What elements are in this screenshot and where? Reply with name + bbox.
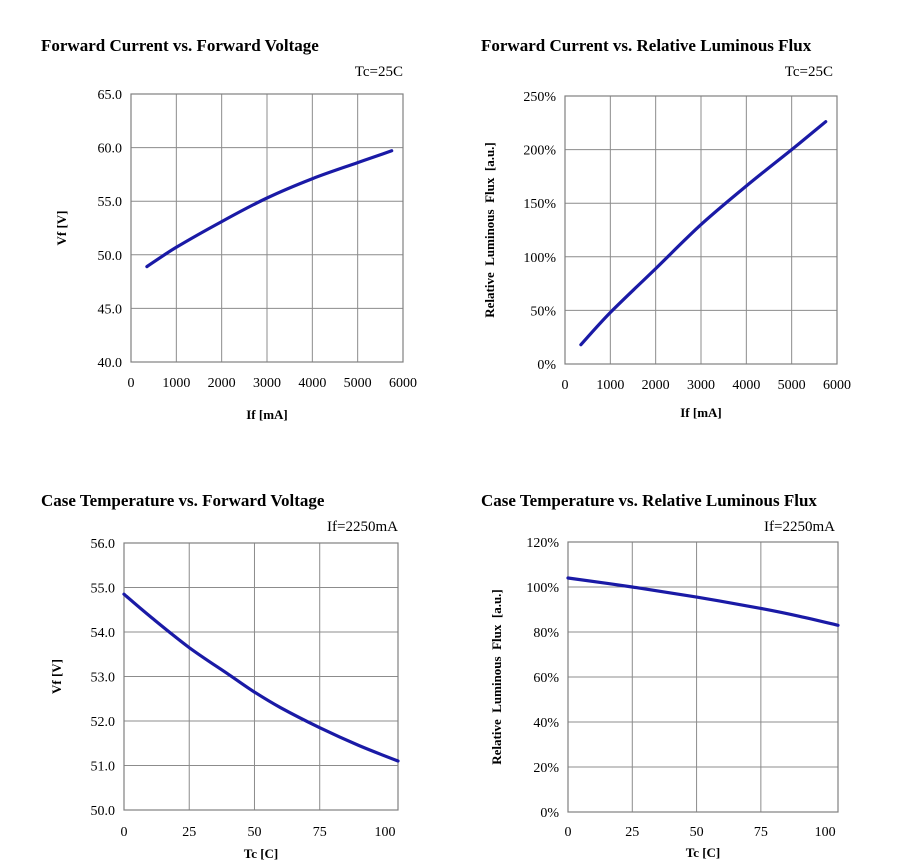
chart-flux-vs-tc: Case Temperature vs. Relative Luminous F…: [481, 491, 840, 860]
y-tick-label: 55.0: [91, 582, 116, 597]
chart-title: Forward Current vs. Forward Voltage: [41, 36, 319, 55]
y-tick-label: 0%: [537, 358, 556, 373]
x-tick-label: 0: [565, 825, 572, 840]
y-axis-label: Relative Luminous Flux [a.u.]: [482, 142, 497, 318]
y-tick-label: 60%: [533, 671, 559, 686]
x-tick-label: 5000: [778, 378, 806, 393]
x-tick-label: 4000: [732, 378, 760, 393]
x-tick-label: 0: [121, 825, 128, 840]
chart-title: Case Temperature vs. Relative Luminous F…: [481, 491, 817, 510]
chart-flux-vs-if: Forward Current vs. Relative Luminous Fl…: [481, 36, 851, 420]
y-axis-label: Vf [V]: [49, 659, 64, 694]
series-line: [566, 576, 840, 627]
test-condition: If=2250mA: [327, 519, 398, 535]
y-tick-label: 60.0: [98, 142, 123, 157]
test-condition: Tc=25C: [355, 64, 403, 80]
y-tick-label: 40%: [533, 716, 559, 731]
y-tick-label: 56.0: [91, 537, 116, 552]
test-condition: If=2250mA: [764, 519, 835, 535]
x-axis-label: If [mA]: [680, 405, 722, 420]
x-axis-label: Tc [C]: [244, 846, 279, 861]
plot-frame: [564, 95, 838, 365]
y-tick-label: 50.0: [91, 804, 116, 819]
x-tick-label: 2000: [642, 378, 670, 393]
y-tick-label: 65.0: [98, 88, 123, 103]
x-tick-label: 75: [313, 825, 327, 840]
y-tick-label: 55.0: [98, 195, 123, 210]
chart-title: Forward Current vs. Relative Luminous Fl…: [481, 36, 812, 55]
x-tick-label: 0: [562, 378, 569, 393]
x-tick-label: 3000: [253, 376, 281, 391]
x-tick-label: 5000: [344, 376, 372, 391]
y-tick-label: 100%: [526, 581, 559, 596]
y-tick-label: 54.0: [91, 626, 116, 641]
y-axis-label: Relative Luminous Flux [a.u.]: [489, 589, 504, 765]
test-condition: Tc=25C: [785, 64, 833, 80]
y-tick-label: 53.0: [91, 671, 116, 686]
x-axis-label: Tc [C]: [686, 845, 721, 860]
y-tick-label: 200%: [523, 144, 556, 159]
y-tick-label: 45.0: [98, 302, 123, 317]
x-tick-label: 25: [625, 825, 639, 840]
chart-title: Case Temperature vs. Forward Voltage: [41, 491, 325, 510]
y-tick-label: 51.0: [91, 760, 116, 775]
y-tick-label: 80%: [533, 626, 559, 641]
x-tick-label: 50: [247, 825, 261, 840]
y-tick-label: 50%: [530, 304, 556, 319]
y-tick-label: 120%: [526, 536, 559, 551]
plot-frame: [123, 542, 399, 811]
x-tick-label: 6000: [823, 378, 851, 393]
x-axis-label: If [mA]: [246, 407, 288, 422]
x-tick-label: 75: [754, 825, 768, 840]
x-tick-label: 100: [815, 825, 836, 840]
x-tick-label: 2000: [208, 376, 236, 391]
series-line: [122, 592, 400, 763]
x-tick-label: 6000: [389, 376, 417, 391]
y-tick-label: 40.0: [98, 356, 123, 371]
chart-vf-vs-if: Forward Current vs. Forward Voltage Tc=25…: [41, 36, 417, 422]
x-tick-label: 3000: [687, 378, 715, 393]
y-axis-label: Vf [V]: [54, 210, 69, 245]
y-tick-label: 50.0: [98, 249, 123, 264]
x-tick-label: 1000: [596, 378, 624, 393]
chart-vf-vs-tc: Case Temperature vs. Forward VoltageIf=2…: [41, 491, 400, 861]
x-tick-label: 50: [690, 825, 704, 840]
y-tick-label: 250%: [523, 90, 556, 105]
y-tick-label: 20%: [533, 761, 559, 776]
series-line: [145, 149, 394, 269]
x-tick-label: 1000: [162, 376, 190, 391]
y-tick-label: 150%: [523, 197, 556, 212]
plot-frame: [130, 93, 404, 363]
y-tick-label: 52.0: [91, 715, 116, 730]
x-tick-label: 4000: [298, 376, 326, 391]
x-tick-label: 25: [182, 825, 196, 840]
plot-frame: [567, 541, 839, 813]
y-tick-label: 100%: [523, 251, 556, 266]
y-tick-label: 0%: [540, 806, 559, 821]
series-line: [579, 120, 828, 347]
x-tick-label: 0: [128, 376, 135, 391]
x-tick-label: 100: [374, 825, 395, 840]
